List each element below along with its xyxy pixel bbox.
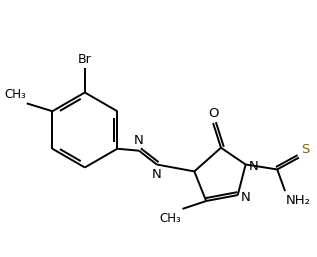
Text: CH₃: CH₃ (4, 88, 26, 101)
Text: N: N (249, 160, 258, 173)
Text: N: N (134, 134, 144, 147)
Text: NH₂: NH₂ (286, 194, 311, 207)
Text: S: S (301, 143, 309, 156)
Text: CH₃: CH₃ (160, 212, 182, 225)
Text: Br: Br (78, 53, 92, 66)
Text: N: N (152, 168, 162, 181)
Text: O: O (208, 107, 218, 120)
Text: N: N (241, 190, 250, 204)
